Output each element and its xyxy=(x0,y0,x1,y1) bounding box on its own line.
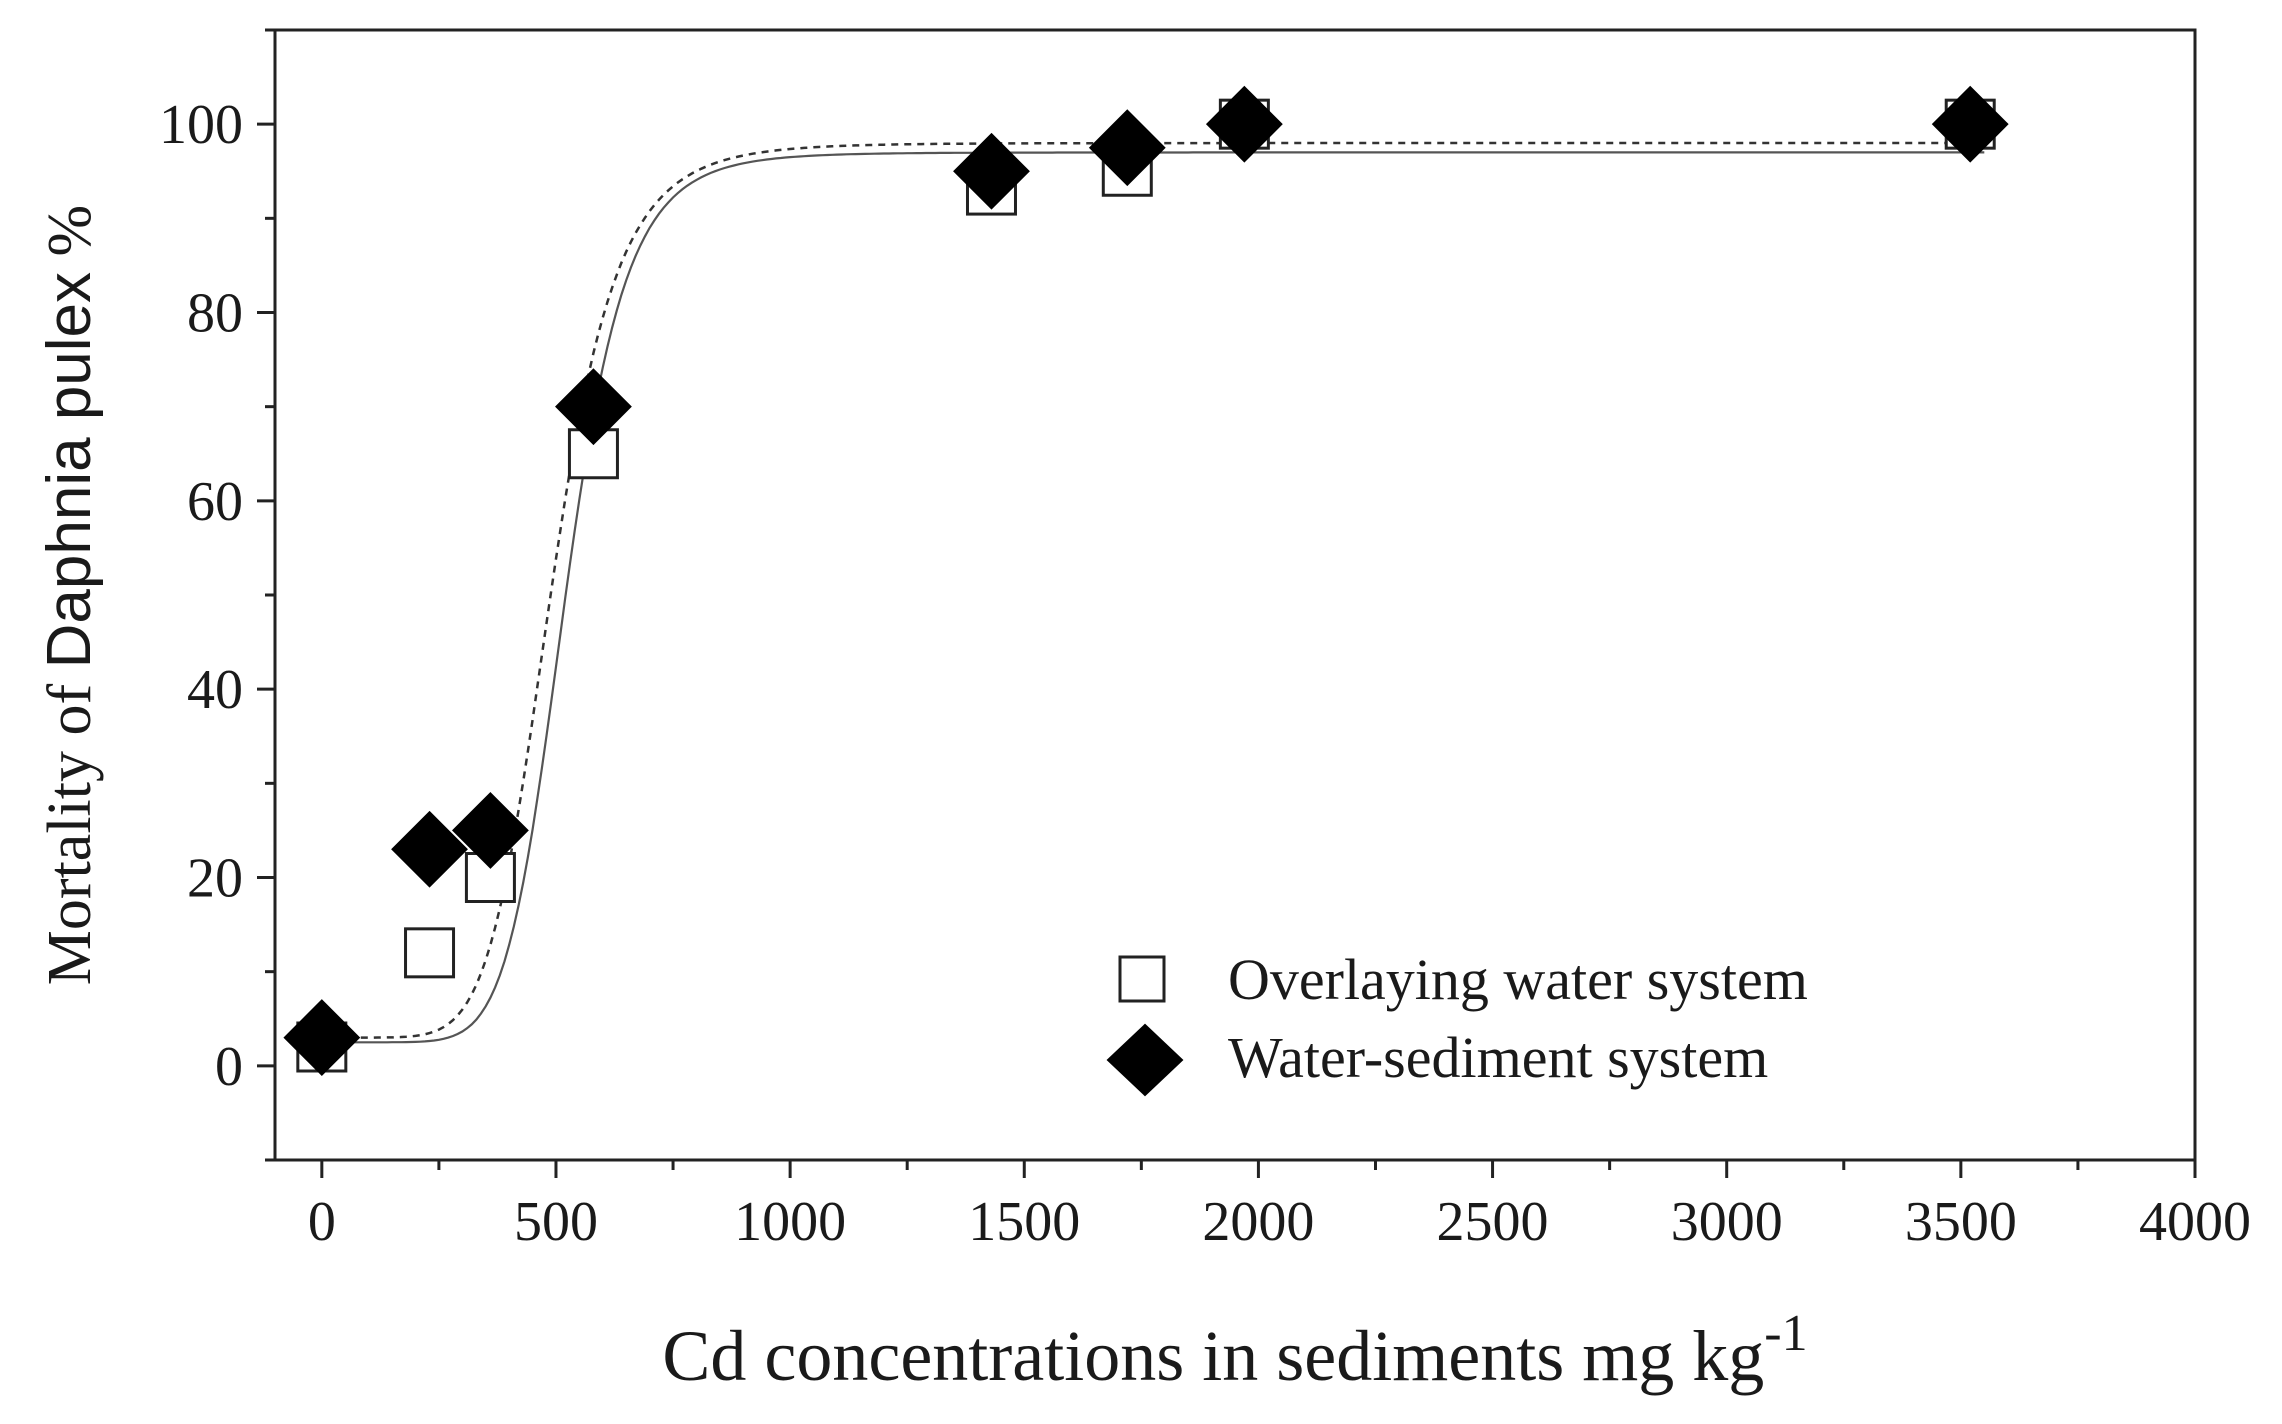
diamond-marker-water-sediment xyxy=(1205,85,1283,163)
diamond-marker-water-sediment xyxy=(1931,85,2009,163)
y-tick-label: 40 xyxy=(187,659,243,721)
x-tick-label: 2000 xyxy=(1202,1191,1314,1253)
y-axis-label: Mortality of Daphnia pulex % xyxy=(35,205,104,985)
legend-label-overlaying: Overlaying water system xyxy=(1228,947,1808,1012)
fit-curve-water-sediment xyxy=(321,151,1985,1044)
x-tick-label: 4000 xyxy=(2139,1191,2251,1253)
fit-curve-overlaying xyxy=(321,141,1985,1039)
diamond-marker-water-sediment xyxy=(452,792,529,869)
legend-square-marker xyxy=(1118,955,1166,1003)
square-marker-overlaying xyxy=(404,927,456,979)
y-axis: 0 20 40 60 80 100 xyxy=(159,28,275,1162)
diamond-marker-water-sediment xyxy=(555,368,632,446)
x-tick-label: 2500 xyxy=(1437,1191,1549,1253)
legend-diamond-marker xyxy=(1106,1023,1184,1097)
y-tick-label: 20 xyxy=(187,848,243,910)
x-tick-label: 0 xyxy=(308,1191,336,1253)
diamond-marker-water-sediment xyxy=(1088,109,1166,187)
diamond-marker-water-sediment xyxy=(953,132,1030,210)
y-tick-label: 60 xyxy=(187,471,243,533)
x-tick-label: 1500 xyxy=(968,1191,1080,1253)
legend: Overlaying water system Water-sediment s… xyxy=(1106,947,1808,1097)
fit-curves xyxy=(321,141,1985,1044)
x-tick-label: 500 xyxy=(514,1191,598,1253)
x-axis: 0 500 1000 1500 2000 2500 3000 3500 4000 xyxy=(308,1160,2251,1253)
x-tick-label: 3000 xyxy=(1671,1191,1783,1253)
legend-label-water-sediment: Water-sediment system xyxy=(1228,1025,1768,1090)
diamond-marker-water-sediment xyxy=(283,999,361,1076)
diamond-marker-water-sediment xyxy=(391,810,468,888)
y-tick-label: 0 xyxy=(215,1036,243,1098)
data-markers xyxy=(283,85,2009,1076)
x-tick-label: 1000 xyxy=(734,1191,846,1253)
y-tick-label: 100 xyxy=(159,94,243,156)
x-tick-label: 3500 xyxy=(1905,1191,2017,1253)
y-tick-label: 80 xyxy=(187,283,243,345)
x-axis-label: Cd concentrations in sediments mg kg-1 xyxy=(662,1305,1807,1396)
